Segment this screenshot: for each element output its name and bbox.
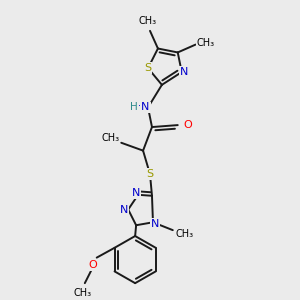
Text: S: S — [145, 63, 152, 73]
Text: CH₃: CH₃ — [176, 229, 194, 239]
Text: N: N — [179, 67, 188, 77]
Text: H: H — [130, 102, 138, 112]
Text: N: N — [141, 102, 149, 112]
Text: CH₃: CH₃ — [74, 288, 92, 298]
Text: HN: HN — [134, 102, 150, 112]
Text: S: S — [146, 169, 154, 179]
Text: CH₃: CH₃ — [196, 38, 214, 48]
Text: CH₃: CH₃ — [139, 16, 157, 26]
Text: N: N — [120, 205, 128, 214]
Text: N: N — [132, 188, 140, 198]
Text: O: O — [183, 120, 192, 130]
Text: N: N — [151, 219, 159, 229]
Text: O: O — [88, 260, 97, 271]
Text: CH₃: CH₃ — [101, 133, 119, 143]
